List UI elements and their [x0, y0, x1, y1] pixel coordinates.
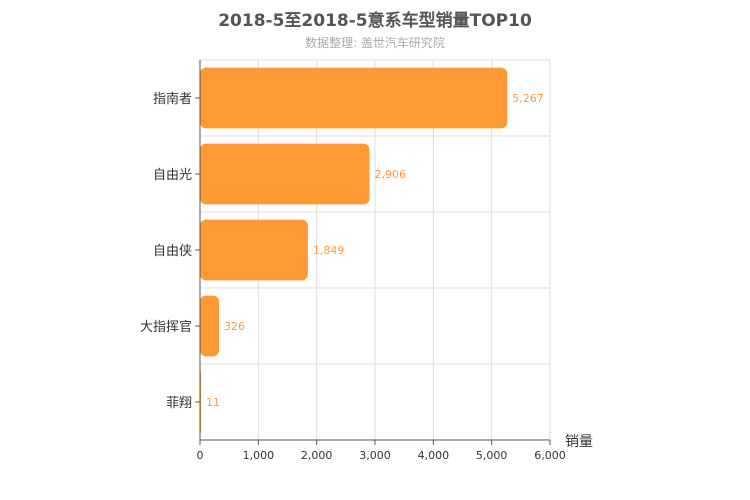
data-label: 5,267: [512, 92, 544, 105]
x-axis-label: 销量: [565, 434, 593, 450]
y-tick-label: 自由侠: [153, 244, 192, 259]
data-label: 2,906: [375, 168, 407, 181]
chart-title: 2018-5至2018-5意系车型销量TOP10: [218, 11, 532, 31]
x-tick-label: 4,000: [418, 449, 450, 462]
chart-subtitle: 数据整理: 盖世汽车研究院: [305, 36, 445, 50]
bar-3[interactable]: [200, 219, 308, 281]
data-label: 326: [224, 320, 245, 333]
data-label: 1,849: [313, 244, 345, 257]
x-tick-label: 1,000: [243, 449, 275, 462]
bar-2[interactable]: [200, 143, 370, 205]
bar-1[interactable]: [200, 67, 508, 129]
x-tick-label: 2,000: [301, 449, 333, 462]
y-tick-label: 自由光: [153, 168, 192, 183]
bar-4[interactable]: [200, 295, 220, 357]
data-label: 11: [206, 396, 220, 409]
x-tick-label: 3,000: [359, 449, 391, 462]
x-tick-label: 5,000: [476, 449, 508, 462]
y-tick-label: 大指挥官: [140, 319, 192, 335]
x-tick-label: 6,000: [534, 449, 566, 462]
y-tick-label: 指南者: [153, 91, 192, 107]
y-tick-label: 菲翔: [166, 396, 192, 411]
x-tick-label: 0: [197, 449, 204, 462]
